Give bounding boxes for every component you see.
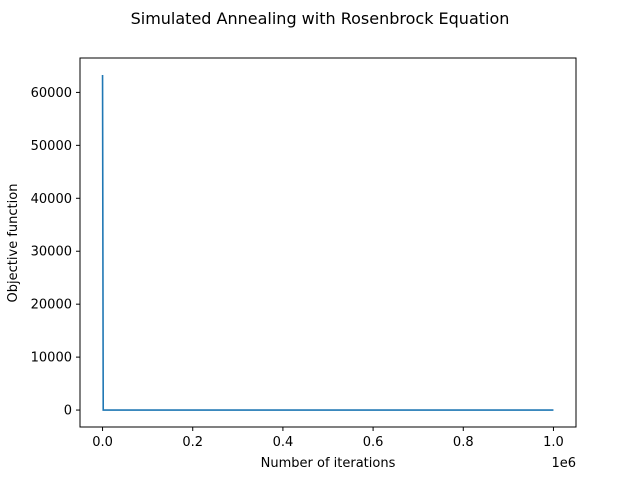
x-tick-label: 0.8	[453, 435, 474, 450]
x-tick-label: 1.0	[543, 435, 564, 450]
chart-title: Simulated Annealing with Rosenbrock Equa…	[131, 9, 510, 28]
y-tick-label: 40000	[31, 192, 72, 207]
y-tick-label: 60000	[31, 86, 72, 101]
x-tick-label: 0.6	[363, 435, 384, 450]
y-tick-label: 30000	[31, 245, 72, 260]
y-axis-label: Objective function	[6, 184, 21, 303]
y-tick-label: 0	[64, 404, 72, 419]
y-tick-label: 20000	[31, 298, 72, 313]
x-tick-label: 0.2	[182, 435, 203, 450]
x-axis-label: Number of iterations	[261, 456, 396, 471]
x-tick-label: 0.0	[92, 435, 113, 450]
y-tick-label: 10000	[31, 351, 72, 366]
axes-frame	[79, 57, 577, 428]
x-axis-offset-label: 1e6	[551, 456, 576, 471]
x-axis-ticks: 0.0 0.2 0.4 0.6 0.8 1.0	[92, 427, 564, 450]
series-line-0	[101, 74, 554, 411]
plot-area	[101, 74, 554, 411]
y-axis-ticks: 0 10000 20000 30000 40000 50000 60000	[31, 86, 80, 419]
x-tick-label: 0.4	[273, 435, 294, 450]
y-tick-label: 50000	[31, 139, 72, 154]
